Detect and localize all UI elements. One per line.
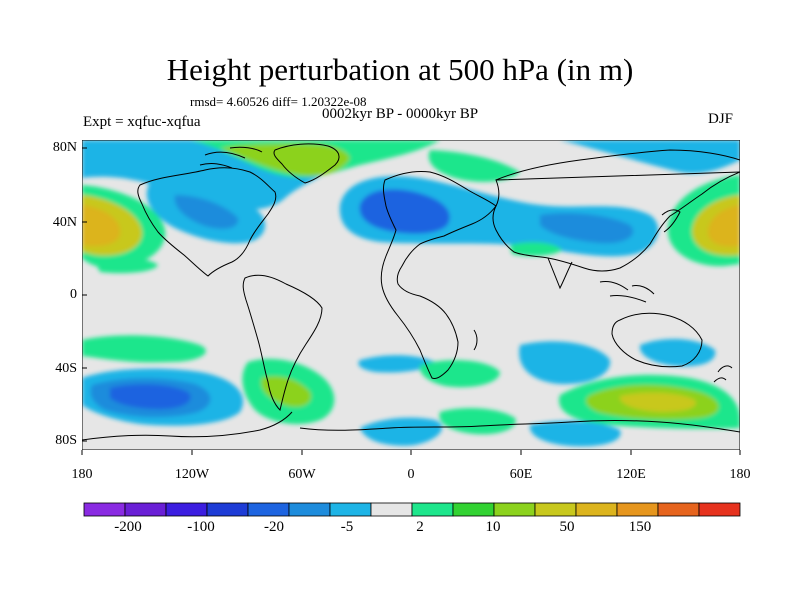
experiment-label: Expt = xqfuc-xqfua	[83, 114, 201, 130]
anomaly-region-satlantic-lime	[261, 376, 311, 407]
lat-label-80n: 80N	[52, 140, 77, 155]
coastline-australia	[611, 312, 703, 368]
colorbar-swatch	[575, 502, 618, 517]
coastline-arctic-islands	[199, 146, 263, 169]
plot-title: Height perturbation at 500 hPa (in m)	[166, 52, 634, 87]
anomaly-region-sindian-green	[419, 360, 500, 388]
anomaly-region-npacific-west-orange	[82, 205, 121, 247]
coastline-greenland	[273, 143, 340, 184]
period-label: 0002kyr BP - 0000kyr BP	[322, 106, 479, 122]
coastlines	[82, 143, 740, 441]
coastline-south-america	[242, 274, 323, 411]
anomaly-region-tropic-green-a	[95, 258, 158, 274]
anomaly-region-antarctic-cyan-east	[529, 420, 621, 447]
colorbar-swatch	[452, 502, 495, 517]
anomaly-region-greenland-lime	[220, 144, 350, 176]
season-label: DJF	[708, 111, 734, 127]
colorbar	[83, 502, 741, 517]
lon-label-60w: 60W	[288, 467, 316, 482]
colorbar-label: 50	[559, 519, 575, 535]
colorbar-swatch	[411, 502, 454, 517]
colorbar-swatch	[329, 502, 372, 517]
anomaly-region-npacific-east-orange	[707, 205, 740, 247]
lat-label-eq: 0	[70, 287, 77, 302]
colorbar-swatch	[657, 502, 700, 517]
lat-label-80s: 80S	[55, 433, 77, 448]
anomaly-region-spacific-blue	[110, 384, 191, 410]
anomaly-region-shem-green-band	[82, 335, 206, 363]
colorbar-label: 10	[485, 519, 501, 535]
coastline-north-america	[137, 167, 277, 277]
contour-fills	[82, 140, 740, 447]
coastline-europe-africa	[380, 171, 497, 379]
anomaly-region-saustralia-yellow	[619, 392, 696, 412]
colorbar-swatch	[165, 502, 208, 517]
coastline-antarctica	[82, 411, 740, 441]
anomaly-region-asia-green	[428, 150, 520, 182]
colorbar-label: -5	[340, 519, 354, 535]
anomaly-region-antarctic-green	[439, 408, 516, 435]
coastline-india	[547, 257, 573, 290]
map-area	[82, 140, 740, 450]
anomaly-region-antarctic-cyan	[360, 417, 443, 446]
colorbar-swatch	[493, 502, 536, 517]
anomaly-region-asia-lightblue	[540, 213, 634, 244]
anomaly-region-namerica-lightblue	[174, 195, 239, 229]
colorbar-label: 2	[416, 519, 424, 535]
coastline-new-zealand	[713, 365, 733, 383]
axis-ticks	[81, 147, 741, 455]
lon-label-180e: 180	[729, 467, 751, 482]
lat-label-40n: 40N	[52, 215, 77, 230]
anomaly-region-europe-blue	[359, 189, 450, 234]
colorbar-swatch	[247, 502, 290, 517]
lon-label-120e: 120E	[616, 467, 646, 482]
lon-label-120w: 120W	[174, 467, 210, 482]
colorbar-label: -100	[187, 519, 215, 535]
colorbar-swatch	[124, 502, 167, 517]
lon-label-0: 0	[407, 467, 415, 482]
colorbar-swatch	[534, 502, 577, 517]
colorbar-swatch	[698, 502, 741, 517]
anomaly-region-satlantic-cyan	[358, 355, 435, 373]
colorbar-label: -20	[264, 519, 284, 535]
colorbar-swatch	[616, 502, 659, 517]
anomaly-region-asia-cyan	[560, 140, 740, 174]
lat-label-40s: 40S	[55, 361, 77, 376]
coastline-japan	[661, 209, 681, 233]
anomaly-region-tropic-green-b	[510, 242, 562, 257]
anomaly-region-nzealand-cyan	[639, 338, 716, 367]
colorbar-swatch	[370, 502, 413, 517]
coastline-madagascar	[473, 329, 478, 351]
anomaly-region-sindian-cyan	[519, 341, 611, 385]
coastline-se-asia-islands	[599, 281, 655, 303]
colorbar-label: 150	[628, 519, 652, 535]
colorbar-swatch	[83, 502, 126, 517]
colorbar-swatch	[288, 502, 331, 517]
lon-label-60e: 60E	[509, 467, 533, 482]
colorbar-label: -200	[114, 519, 142, 535]
lon-label-180w: 180	[71, 467, 93, 482]
colorbar-swatch	[206, 502, 249, 517]
stats-line: rmsd= 4.60526 diff= 1.20322e-08	[190, 94, 367, 109]
